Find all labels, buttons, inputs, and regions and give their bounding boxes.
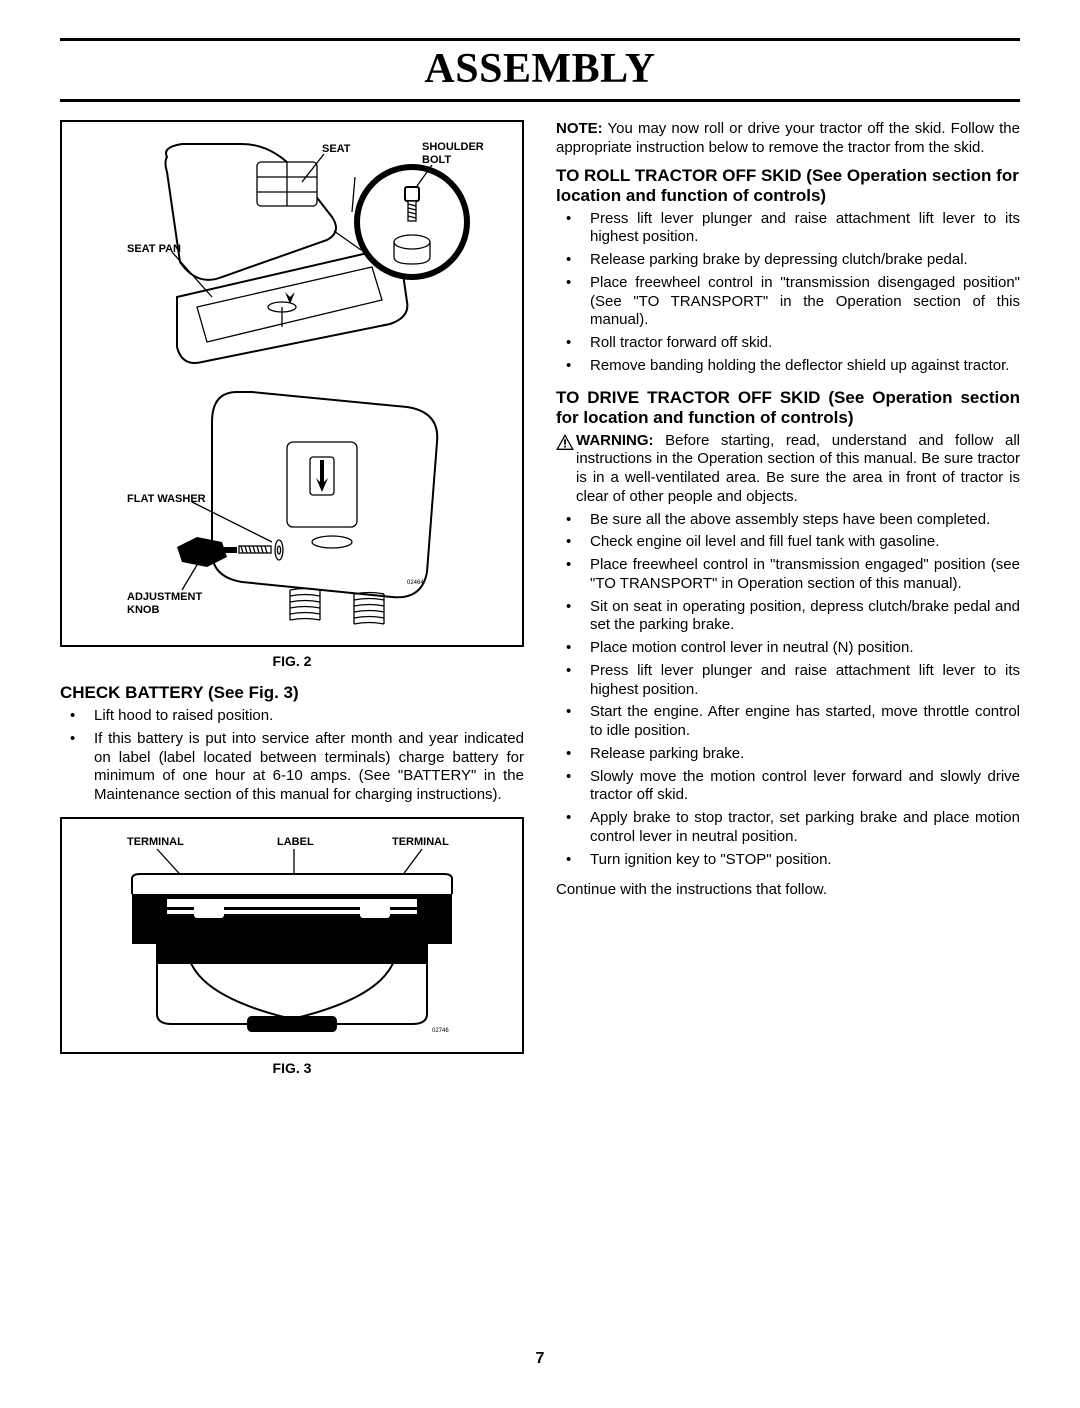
drive-tractor-title: TO DRIVE TRACTOR OFF SKID (See Operation… — [556, 388, 1020, 428]
fig2-label-adj-knob-1: ADJUSTMENT — [127, 591, 202, 603]
drive-bullet-4: Sit on seat in operating position, depre… — [590, 598, 1020, 636]
figure-2-caption: FIG. 2 — [60, 653, 524, 669]
figure-3-caption: FIG. 3 — [60, 1060, 524, 1076]
svg-text:02464: 02464 — [407, 580, 424, 586]
note-label: NOTE: — [556, 120, 603, 137]
drive-closing: Continue with the instructions that foll… — [556, 881, 1020, 900]
drive-bullet-1: Be sure all the above assembly steps hav… — [590, 511, 990, 530]
fig3-label-terminal-right: TERMINAL — [392, 836, 449, 848]
roll-bullet-4: Roll tractor forward off skid. — [590, 334, 772, 353]
drive-warning: WARNING: Before starting, read, understa… — [556, 432, 1020, 507]
warning-icon — [556, 434, 574, 450]
drive-bullet-8: Release parking brake. — [590, 745, 744, 764]
drive-tractor-bullets: Be sure all the above assembly steps hav… — [556, 511, 1020, 870]
top-rule — [60, 38, 1020, 41]
roll-bullet-5: Remove banding holding the deflector shi… — [590, 357, 1009, 376]
check-battery-bullet-2: If this battery is put into service afte… — [94, 730, 524, 805]
drive-bullet-7: Start the engine. After engine has start… — [590, 703, 1020, 741]
fig3-label-terminal-left: TERMINAL — [127, 836, 184, 848]
drive-bullet-9: Slowly move the motion control lever for… — [590, 768, 1020, 806]
check-battery-bullet-1: Lift hood to raised position. — [94, 707, 273, 726]
content-columns: SEAT SHOULDER BOLT SEAT PAN — [60, 120, 1020, 1090]
fig2-label-seat: SEAT — [322, 143, 351, 155]
roll-tractor-title: TO ROLL TRACTOR OFF SKID (See Operation … — [556, 166, 1020, 206]
roll-bullet-2: Release parking brake by depressing clut… — [590, 251, 968, 270]
drive-bullet-5: Place motion control lever in neutral (N… — [590, 639, 913, 658]
figure-2-box: SEAT SHOULDER BOLT SEAT PAN — [60, 120, 524, 647]
figure-2-diagram: SEAT SHOULDER BOLT SEAT PAN — [70, 132, 514, 632]
page-number: 7 — [60, 1350, 1020, 1368]
svg-text:02746: 02746 — [432, 1028, 449, 1034]
drive-bullet-11: Turn ignition key to "STOP" position. — [590, 851, 832, 870]
fig2-label-adj-knob-2: KNOB — [127, 604, 159, 616]
note-text: You may now roll or drive your tractor o… — [556, 120, 1020, 156]
bottom-rule — [60, 99, 1020, 102]
page-root: ASSEMBLY — [0, 0, 1080, 1408]
fig2-label-shoulder-bolt-1: SHOULDER — [422, 141, 484, 153]
right-column: NOTE: You may now roll or drive your tra… — [556, 120, 1020, 1090]
fig3-label-label: LABEL — [277, 836, 314, 848]
left-column: SEAT SHOULDER BOLT SEAT PAN — [60, 120, 524, 1090]
figure-3-box: TERMINAL LABEL TERMINAL — [60, 817, 524, 1054]
drive-bullet-6: Press lift lever plunger and raise attac… — [590, 662, 1020, 700]
drive-bullet-10: Apply brake to stop tractor, set parking… — [590, 809, 1020, 847]
page-title: ASSEMBLY — [60, 43, 1020, 93]
warning-label: WARNING: — [576, 432, 654, 449]
note-paragraph: NOTE: You may now roll or drive your tra… — [556, 120, 1020, 158]
fig2-label-shoulder-bolt-2: BOLT — [422, 154, 451, 166]
figure-3-diagram: TERMINAL LABEL TERMINAL — [70, 829, 514, 1039]
check-battery-bullets: Lift hood to raised position. If this ba… — [60, 707, 524, 805]
roll-bullet-1: Press lift lever plunger and raise attac… — [590, 210, 1020, 248]
drive-bullet-3: Place freewheel control in "transmission… — [590, 556, 1020, 594]
drive-bullet-2: Check engine oil level and fill fuel tan… — [590, 533, 939, 552]
roll-bullet-3: Place freewheel control in "transmission… — [590, 274, 1020, 330]
roll-tractor-bullets: Press lift lever plunger and raise attac… — [556, 210, 1020, 376]
check-battery-title: CHECK BATTERY (See Fig. 3) — [60, 683, 524, 703]
